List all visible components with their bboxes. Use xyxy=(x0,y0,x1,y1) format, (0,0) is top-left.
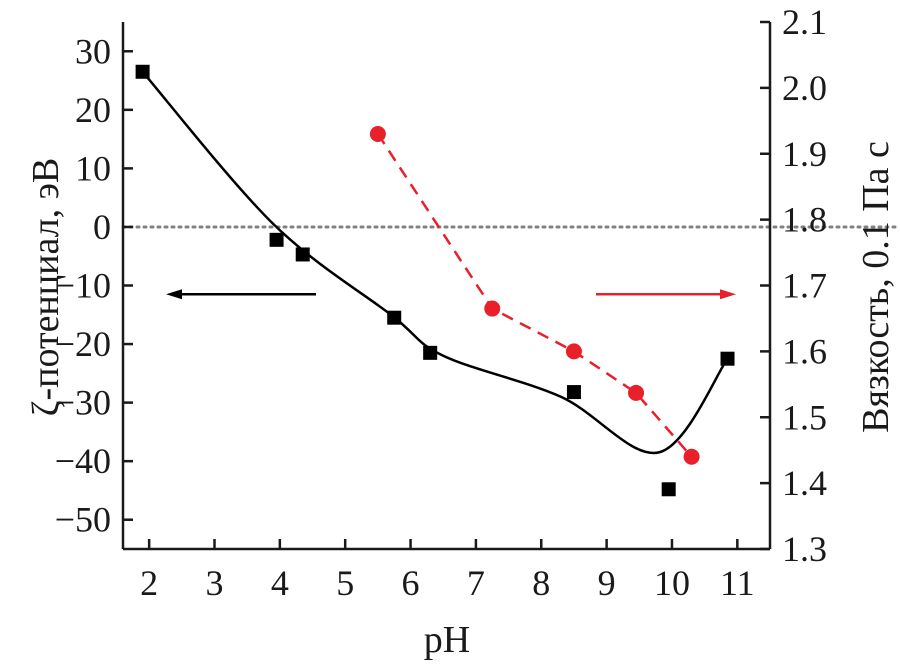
zeta-potential-curve xyxy=(141,70,729,455)
y-left-tick-label: −20 xyxy=(55,324,111,364)
zeta-potential-point xyxy=(269,232,284,247)
viscosity-point xyxy=(565,343,582,360)
y-left-tick-label: 0 xyxy=(93,207,111,247)
x-tick-label: 4 xyxy=(271,563,289,603)
y-left-tick-label: −50 xyxy=(55,500,111,540)
x-tick-label: 10 xyxy=(654,563,690,603)
arrows-layer xyxy=(166,289,736,300)
y-right-tick-label: 1.6 xyxy=(782,331,827,371)
zeta-potential-point xyxy=(566,385,581,400)
viscosity-point xyxy=(683,448,700,465)
y-left-axis-title: ζ-потенциал, эВ xyxy=(25,158,67,417)
y-left-tick-label: −40 xyxy=(55,441,111,481)
x-tick-label: 8 xyxy=(532,563,550,603)
y-right-tick-label: 2.0 xyxy=(782,68,827,108)
zeta-potential-point xyxy=(720,351,735,366)
x-tick-label: 9 xyxy=(598,563,616,603)
axes xyxy=(121,20,772,551)
y-right-tick-label: 1.9 xyxy=(782,134,827,174)
x-tick-label: 3 xyxy=(205,563,223,603)
right-arrow-head xyxy=(720,289,736,300)
zeta-potential-point xyxy=(423,345,438,360)
x-tick-label: 11 xyxy=(720,563,755,603)
y-right-tick-label: 1.8 xyxy=(782,200,827,240)
y-right-tick-label: 2.1 xyxy=(782,2,827,42)
y-right-axis-title: Вязкость, 0.1 Па с xyxy=(855,141,897,433)
x-tick-label: 7 xyxy=(467,563,485,603)
x-tick-label: 5 xyxy=(336,563,354,603)
y-left-tick-label: 20 xyxy=(75,90,111,130)
markers-layer xyxy=(135,64,735,497)
x-axis-title: pH xyxy=(424,619,470,661)
zeta-potential-point xyxy=(295,247,310,262)
zeta-potential-point xyxy=(387,310,402,325)
y-left-tick-label: −10 xyxy=(55,266,111,306)
viscosity-point xyxy=(484,300,501,317)
tick-labels-layer: 2 3 4 5 6 7 8 9 10 11 30 20 10 0 −10 −20 −30 −40 −50 2.1 2.0… xyxy=(55,2,827,603)
x-tick-label: 2 xyxy=(140,563,158,603)
left-arrow-head xyxy=(166,289,182,300)
viscosity-point xyxy=(369,125,386,142)
y-right-tick-label: 1.5 xyxy=(782,397,827,437)
y-left-tick-label: −30 xyxy=(55,383,111,423)
zeta-potential-point xyxy=(135,64,150,79)
y-right-tick-label: 1.7 xyxy=(782,266,827,306)
y-left-tick-label: 10 xyxy=(75,148,111,188)
y-left-tick-label: 30 xyxy=(75,31,111,71)
x-tick-label: 6 xyxy=(402,563,420,603)
y-right-tick-label: 1.3 xyxy=(782,529,827,569)
zeta-potential-point xyxy=(661,482,676,497)
y-right-tick-label: 1.4 xyxy=(782,463,827,503)
viscosity-point xyxy=(628,384,645,401)
